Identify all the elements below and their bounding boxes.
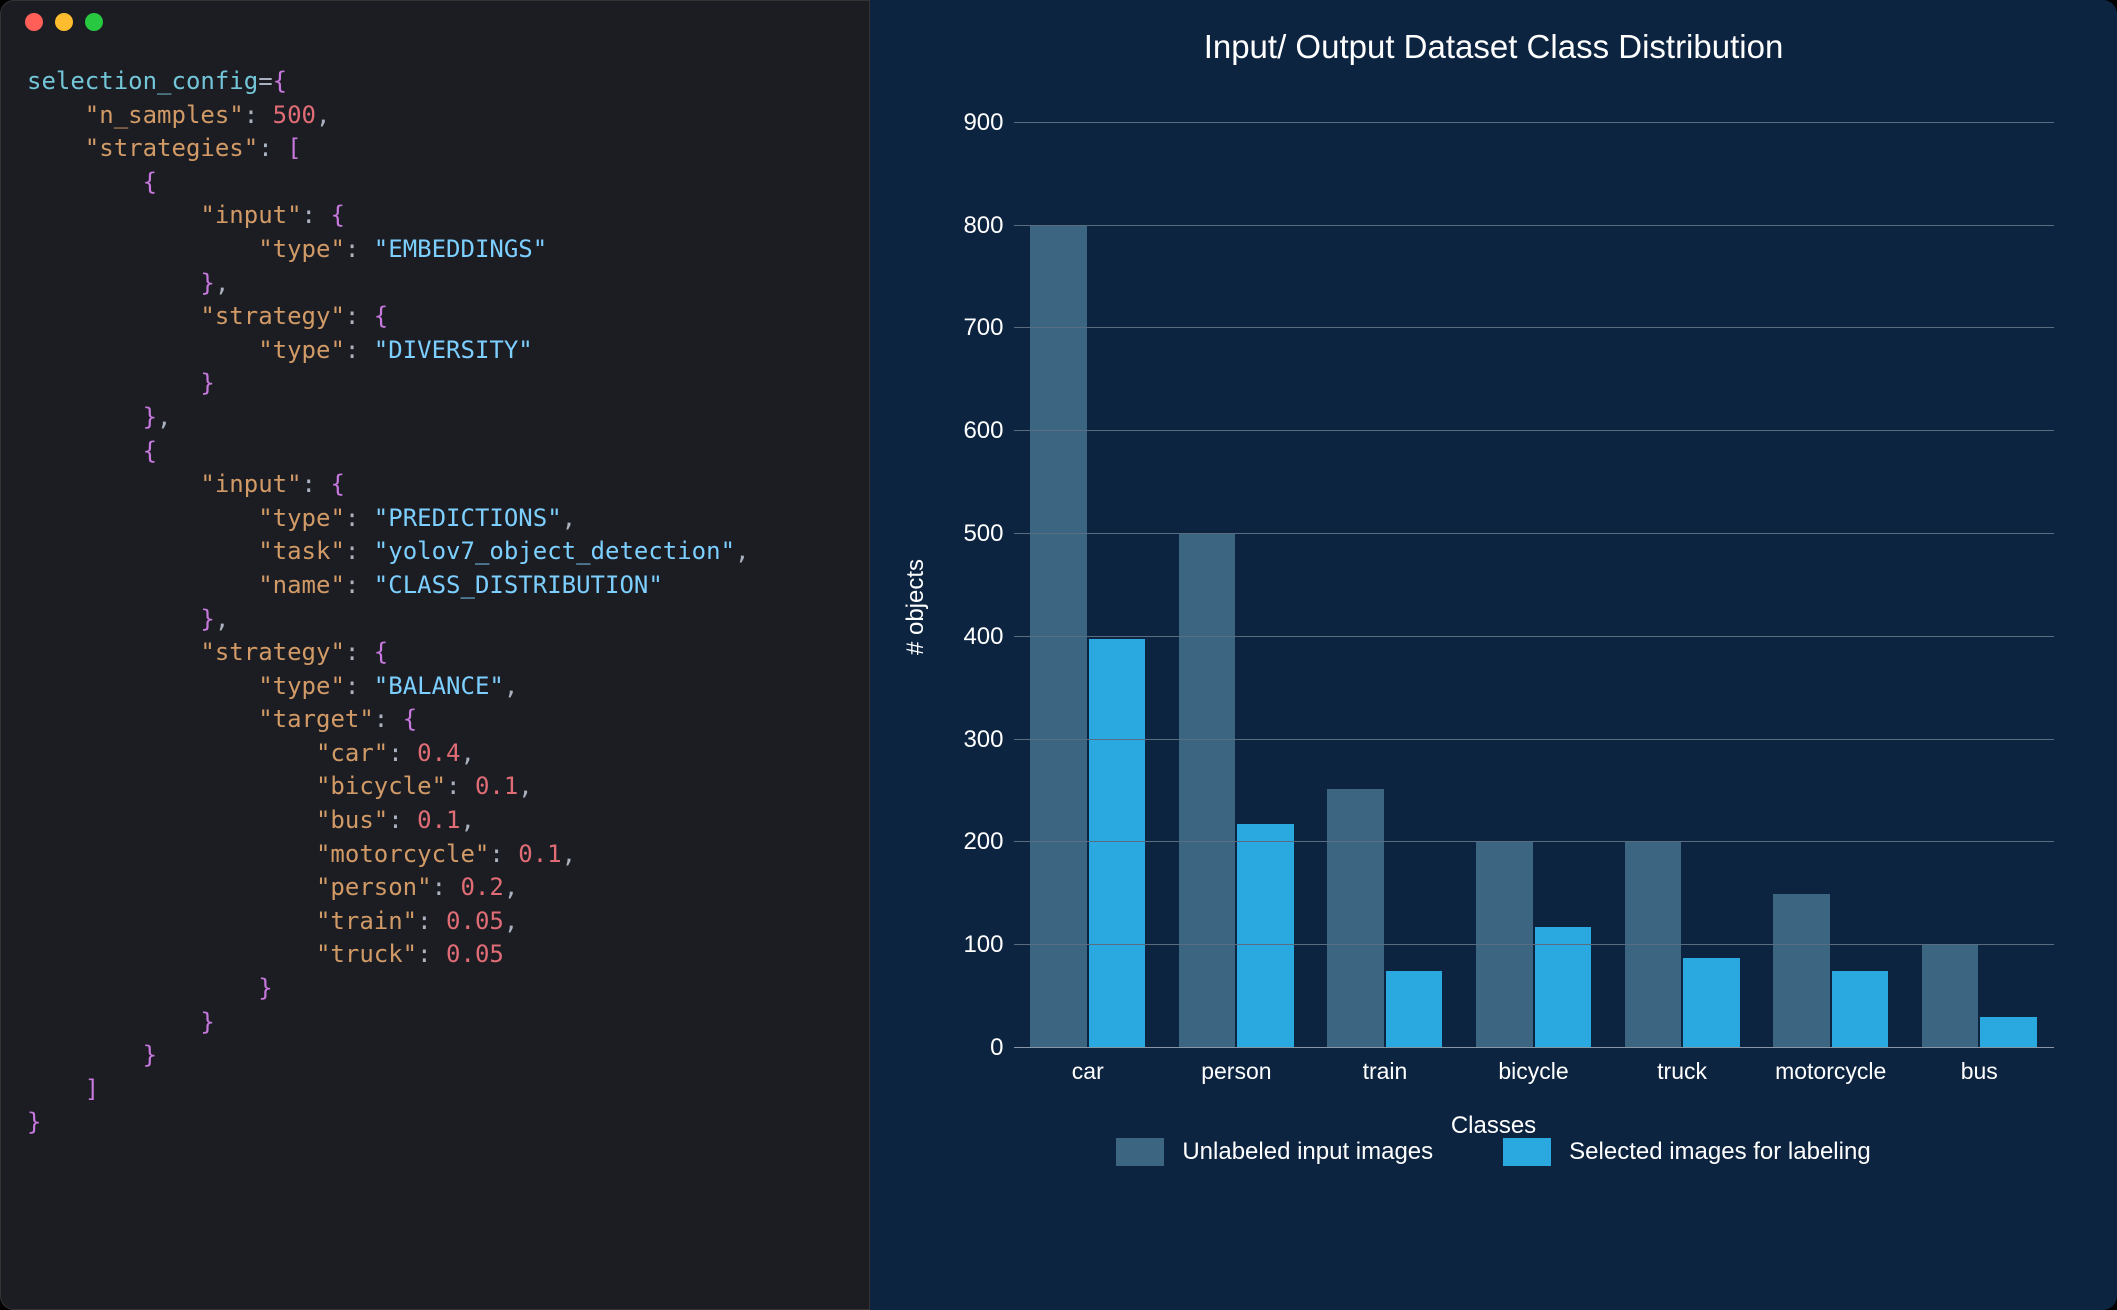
bar-selected — [1386, 971, 1442, 1048]
gridline — [1014, 739, 2054, 740]
legend-label: Unlabeled input images — [1182, 1138, 1433, 1166]
category-label: truck — [1657, 1058, 1707, 1085]
legend-label: Selected images for labeling — [1569, 1138, 1871, 1166]
bar-group: car — [1014, 92, 1163, 1048]
bar-unlabeled — [1327, 789, 1383, 1048]
chart-stage: # objects carpersontrainbicycletruckmoto… — [924, 82, 2064, 1132]
chart-panel: Input/ Output Dataset Class Distribution… — [870, 0, 2117, 1310]
gridline — [1014, 944, 2054, 945]
legend-swatch-icon — [1503, 1138, 1551, 1166]
category-label: car — [1072, 1058, 1104, 1085]
maximize-icon[interactable] — [85, 13, 103, 31]
gridline — [1014, 430, 2054, 431]
y-tick-label: 0 — [990, 1034, 1013, 1062]
gridline — [1014, 225, 2054, 226]
code-editor-panel: selection_config={ "n_samples": 500, "st… — [0, 0, 870, 1310]
bar-unlabeled — [1773, 894, 1829, 1048]
y-tick-label: 800 — [963, 212, 1013, 240]
gridline — [1014, 841, 2054, 842]
gridline — [1014, 533, 2054, 534]
x-axis-label: Classes — [1451, 1112, 1536, 1140]
bar-selected — [1089, 639, 1145, 1048]
window-titlebar — [1, 1, 869, 43]
bar-selected — [1237, 824, 1293, 1048]
legend-item-selected: Selected images for labeling — [1503, 1138, 1871, 1166]
category-label: person — [1201, 1058, 1271, 1085]
y-tick-label: 100 — [963, 931, 1013, 959]
bar-group: bus — [1905, 92, 2054, 1048]
bar-unlabeled — [1922, 945, 1978, 1048]
bar-group: truck — [1608, 92, 1757, 1048]
gridline — [1014, 122, 2054, 123]
legend-item-unlabeled: Unlabeled input images — [1116, 1138, 1433, 1166]
y-axis-label: # objects — [902, 559, 930, 655]
bar-unlabeled — [1179, 534, 1235, 1048]
legend-swatch-icon — [1116, 1138, 1164, 1166]
bar-selected — [1980, 1017, 2036, 1048]
bar-selected — [1832, 971, 1888, 1048]
code-content[interactable]: selection_config={ "n_samples": 500, "st… — [1, 43, 869, 1162]
y-tick-label: 700 — [963, 314, 1013, 342]
y-tick-label: 500 — [963, 520, 1013, 548]
category-label: train — [1363, 1058, 1408, 1085]
bar-group: motorcycle — [1756, 92, 1905, 1048]
category-label: motorcycle — [1775, 1058, 1886, 1085]
bar-group: person — [1162, 92, 1311, 1048]
bar-group: train — [1311, 92, 1460, 1048]
code-variable: selection_config — [27, 67, 258, 95]
y-tick-label: 600 — [963, 417, 1013, 445]
gridline — [1014, 327, 2054, 328]
minimize-icon[interactable] — [55, 13, 73, 31]
bar-selected — [1683, 958, 1739, 1048]
gridline — [1014, 636, 2054, 637]
category-label: bicycle — [1498, 1058, 1568, 1085]
y-tick-label: 300 — [963, 726, 1013, 754]
chart-title: Input/ Output Dataset Class Distribution — [1204, 28, 1784, 66]
close-icon[interactable] — [25, 13, 43, 31]
bar-groups-row: carpersontrainbicycletruckmotorcyclebus — [1014, 92, 2054, 1048]
category-label: bus — [1961, 1058, 1998, 1085]
plot-area: carpersontrainbicycletruckmotorcyclebus … — [1014, 92, 2054, 1048]
chart-legend: Unlabeled input images Selected images f… — [1116, 1138, 1870, 1166]
y-tick-label: 400 — [963, 623, 1013, 651]
bar-group: bicycle — [1459, 92, 1608, 1048]
gridline — [1014, 1047, 2054, 1048]
y-tick-label: 200 — [963, 828, 1013, 856]
y-tick-label: 900 — [963, 109, 1013, 137]
